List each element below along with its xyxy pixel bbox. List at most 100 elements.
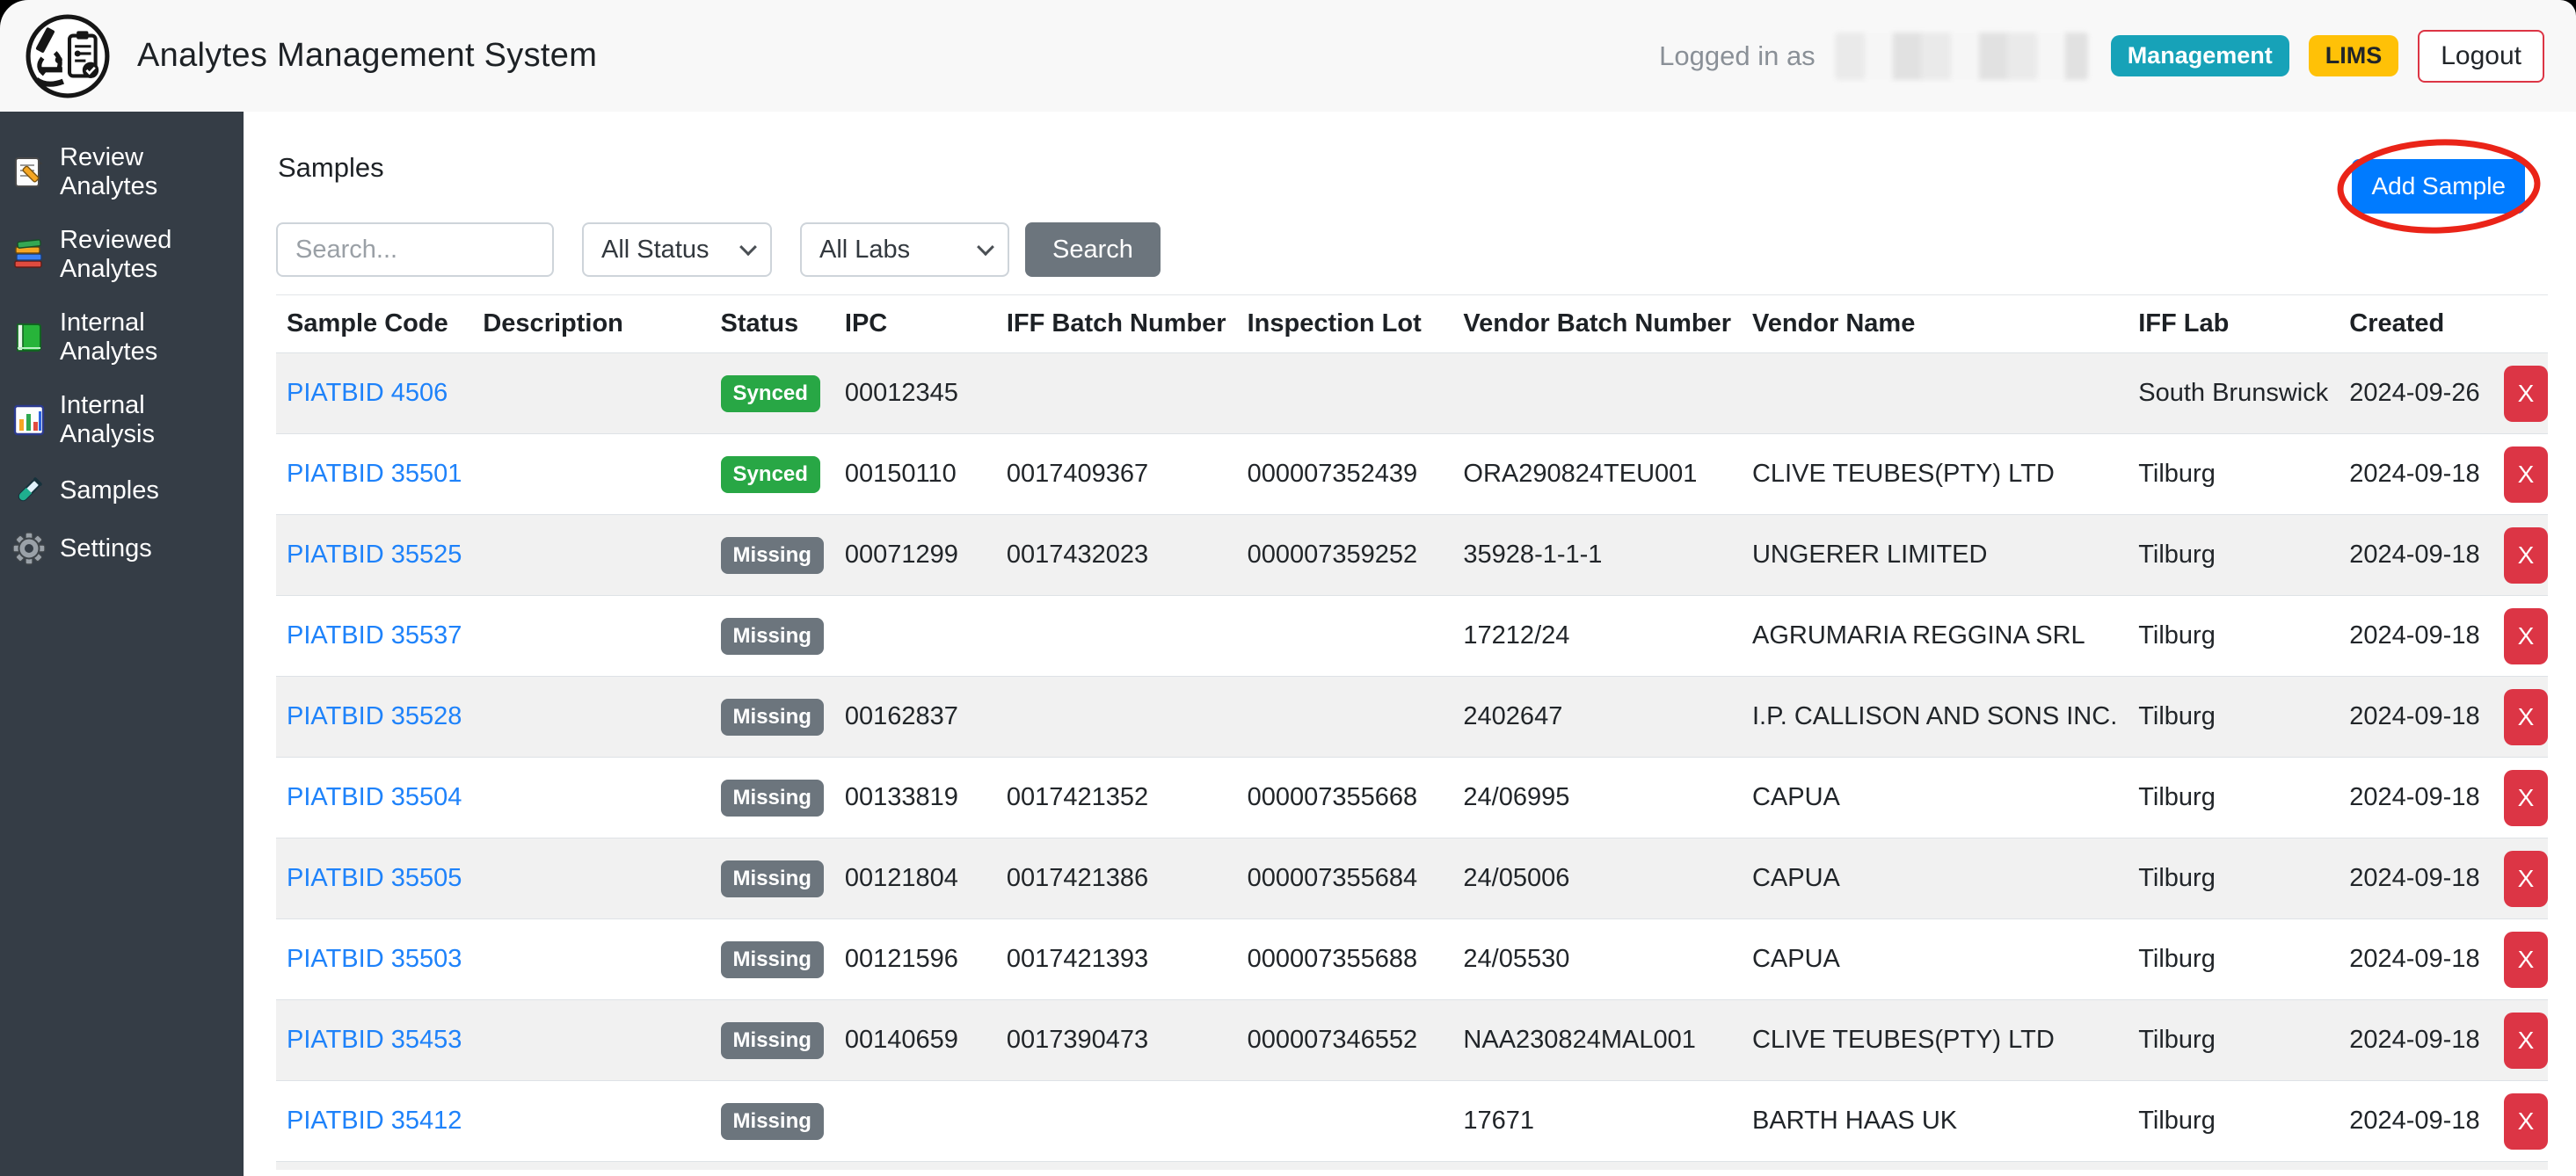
sample-code-link[interactable]: PIATBID 35525 (287, 541, 462, 569)
col-sample-code: Sample Code (276, 294, 473, 353)
main-content: Samples All Status All Labs Search Add S… (244, 112, 2576, 1176)
inspection-lot-cell: 000007352439 (1236, 433, 1453, 515)
delete-sample-button[interactable]: X (2504, 446, 2548, 503)
ipc-cell: 00121596 (833, 918, 996, 1000)
sidebar-item-settings[interactable]: Settings (0, 519, 244, 577)
sidebar-item-label: Review Analytes (60, 143, 158, 200)
inspection-lot-cell: 000007355688 (1236, 918, 1453, 1000)
col-description: Description (472, 294, 710, 353)
memo-icon (12, 156, 46, 189)
description-cell (472, 757, 710, 838)
status-filter-select[interactable]: All Status (582, 222, 772, 277)
status-badge: Synced (720, 374, 820, 412)
sidebar-item-internal-analytes[interactable]: Internal Analytes (0, 296, 244, 379)
sample-code-link[interactable]: PIATBID 35412 (287, 1107, 462, 1135)
books-icon (12, 238, 46, 272)
delete-sample-button[interactable]: X (2504, 850, 2548, 907)
inspection-lot-cell (1236, 595, 1453, 677)
iff-batch-cell: 0017432023 (995, 514, 1237, 596)
delete-sample-button[interactable]: X (2504, 931, 2548, 988)
iff-lab-cell: Tilburg (2128, 918, 2340, 1000)
logged-in-label: Logged in as (1659, 40, 1816, 71)
vendor-name-cell: CAPUA (1741, 838, 2128, 919)
table-row: PIATBID 4506 Synced 00012345 South Bruns… (276, 352, 2548, 434)
vendor-name-cell: CLIVE TEUBES(PTY) LTD (1741, 999, 2128, 1081)
description-cell (472, 433, 710, 515)
created-cell: 2024-09-18 (2339, 1080, 2491, 1162)
delete-sample-button[interactable]: X (2504, 607, 2548, 664)
lab-filter-select[interactable]: All Labs (800, 222, 1009, 277)
delete-sample-button[interactable]: X (2504, 1093, 2548, 1150)
header-right: Logged in as Management LIMS Logout (1659, 29, 2544, 83)
inspection-lot-cell: 000007355668 (1236, 757, 1453, 838)
inspection-lot-cell: 000007346552 (1236, 999, 1453, 1081)
vendor-batch-cell: 17671 (1452, 1080, 1742, 1162)
vendor-batch-cell (1452, 352, 1742, 434)
test-tube-icon (12, 474, 46, 507)
delete-sample-button[interactable]: X (2504, 365, 2548, 422)
app-title: Analytes Management System (137, 37, 598, 74)
inspection-lot-cell (1236, 1080, 1453, 1162)
created-cell: 2024-09-18 (2339, 918, 2491, 1000)
iff-lab-cell: Tilburg (2128, 838, 2340, 919)
iff-lab-cell: Tilburg (2128, 676, 2340, 758)
filter-row: All Status All Labs Search (276, 222, 2548, 277)
sidebar-item-label: Settings (60, 534, 152, 563)
sample-code-link[interactable]: PIATBID 4506 (287, 379, 448, 407)
gear-icon (12, 532, 46, 565)
table-row: PIATBID 35501 Synced 00150110 0017409367… (276, 433, 2548, 515)
add-sample-button[interactable]: Add Sample (2352, 159, 2525, 214)
status-badge: Missing (720, 860, 824, 897)
sample-code-link[interactable]: PIATBID 35528 (287, 702, 462, 730)
delete-sample-button[interactable]: X (2504, 688, 2548, 745)
status-badge: Missing (720, 940, 824, 978)
delete-sample-button[interactable]: X (2504, 1012, 2548, 1069)
sidebar-item-label: Samples (60, 475, 159, 505)
created-cell: 2024-09-18 (2339, 999, 2491, 1081)
sample-code-link[interactable]: PIATBID 35504 (287, 783, 462, 811)
vendor-name-cell (1741, 352, 2128, 434)
logout-button[interactable]: Logout (2418, 29, 2544, 83)
sidebar-item-reviewed-analytes[interactable]: Reviewed Analytes (0, 214, 244, 296)
delete-sample-button[interactable]: X (2504, 526, 2548, 584)
search-button[interactable]: Search (1025, 222, 1161, 277)
sample-code-link[interactable]: PIATBID 35501 (287, 460, 462, 488)
sample-code-link[interactable]: PIATBID 35537 (287, 621, 462, 650)
samples-table: Sample Code Description Status IPC IFF B… (276, 294, 2548, 1162)
status-badge: Missing (720, 617, 824, 655)
col-inspection-lot: Inspection Lot (1236, 294, 1453, 353)
inspection-lot-cell: 000007355684 (1236, 838, 1453, 919)
vendor-batch-cell: 24/06995 (1452, 757, 1742, 838)
vendor-batch-cell: ORA290824TEU001 (1452, 433, 1742, 515)
bar-chart-icon (12, 403, 46, 437)
description-cell (472, 1080, 710, 1162)
iff-batch-cell: 0017421352 (995, 757, 1237, 838)
sample-code-link[interactable]: PIATBID 35503 (287, 945, 462, 973)
description-cell (472, 918, 710, 1000)
search-input[interactable] (276, 222, 554, 277)
chevron-down-icon (977, 238, 994, 257)
window-corner-left (0, 0, 32, 32)
sample-code-link[interactable]: PIATBID 35453 (287, 1026, 462, 1054)
ipc-cell: 00150110 (833, 433, 996, 515)
partially-visible-row (276, 1162, 2548, 1170)
delete-sample-button[interactable]: X (2504, 769, 2548, 826)
iff-batch-cell (995, 676, 1237, 758)
sample-code-link[interactable]: PIATBID 35505 (287, 864, 462, 892)
iff-lab-cell: Tilburg (2128, 757, 2340, 838)
iff-batch-cell: 0017421393 (995, 918, 1237, 1000)
sidebar-item-review-analytes[interactable]: Review Analytes (0, 131, 244, 214)
window-corner-right (2558, 0, 2576, 18)
brand: Analytes Management System (25, 13, 597, 99)
sidebar-item-samples[interactable]: Samples (0, 461, 244, 519)
vendor-name-cell: CAPUA (1741, 757, 2128, 838)
description-cell (472, 999, 710, 1081)
created-cell: 2024-09-18 (2339, 433, 2491, 515)
sidebar-item-internal-analysis[interactable]: Internal Analysis (0, 379, 244, 461)
description-cell (472, 514, 710, 596)
created-cell: 2024-09-26 (2339, 352, 2491, 434)
sidebar-item-label: Reviewed Analytes (60, 226, 172, 283)
ipc-cell: 00133819 (833, 757, 996, 838)
sidebar-item-label: Internal Analytes (60, 309, 158, 366)
vendor-batch-cell: 24/05530 (1452, 918, 1742, 1000)
